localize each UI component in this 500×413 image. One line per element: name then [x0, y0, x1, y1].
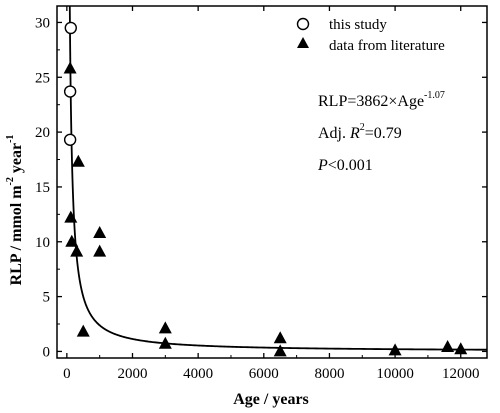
- literature-point: [93, 225, 107, 238]
- x-tick-label: 0: [63, 366, 71, 382]
- x-tick-label: 8000: [314, 366, 344, 382]
- this-study-point: [63, 133, 77, 146]
- literature-point: [273, 331, 287, 344]
- literature-point: [76, 324, 90, 337]
- literature-point: [273, 344, 287, 357]
- y-tick-label: 10: [35, 235, 50, 251]
- literature-point: [454, 342, 468, 355]
- literature-point: [64, 210, 78, 223]
- x-axis-title: Age / years: [233, 391, 309, 408]
- fit-curve: [68, 5, 488, 351]
- y-tick-label: 5: [43, 290, 51, 306]
- legend-label-literature: data from literature: [329, 38, 445, 54]
- y-tick-label: 20: [35, 125, 50, 141]
- y-tick-label: 0: [43, 344, 51, 360]
- this-study-point: [63, 85, 77, 98]
- x-tick-label: 2000: [117, 366, 147, 382]
- fit-curve-layer: [68, 5, 488, 351]
- literature-point: [65, 234, 79, 247]
- axes-layer: 0 2000 4000 6000 8000 10000 12000 0 5 10 15 20 25 30: [35, 5, 488, 382]
- y-tick-label: 30: [35, 15, 50, 31]
- p-value: P<0.001: [317, 157, 373, 174]
- literature-point: [63, 61, 77, 74]
- plot-frame: [56, 5, 488, 359]
- x-tick-label: 4000: [183, 366, 213, 382]
- legend: this study data from literature: [296, 17, 445, 54]
- data-points-layer: [63, 21, 468, 357]
- adjusted-r-squared: Adj. R2=0.79: [318, 122, 402, 142]
- literature-point: [70, 244, 84, 257]
- literature-point: [441, 340, 455, 353]
- x-tick-label: 6000: [249, 366, 279, 382]
- y-tick-label: 15: [35, 180, 50, 196]
- literature-point: [158, 321, 172, 334]
- y-tick-label: 25: [35, 70, 50, 86]
- literature-point: [71, 154, 85, 167]
- fit-equation: RLP=3862×Age-1.07: [318, 90, 445, 110]
- legend-marker-literature: [297, 37, 309, 48]
- y-axis-title: RLP / mmol m-2 year-1: [5, 135, 25, 286]
- literature-point: [388, 343, 402, 356]
- x-tick-label: 10000: [376, 366, 414, 382]
- legend-marker-this-study: [296, 17, 310, 31]
- this-study-point: [64, 21, 77, 35]
- x-tick-label: 12000: [442, 366, 480, 382]
- legend-label-this-study: this study: [329, 17, 387, 33]
- literature-point: [93, 244, 107, 257]
- literature-point: [158, 336, 172, 349]
